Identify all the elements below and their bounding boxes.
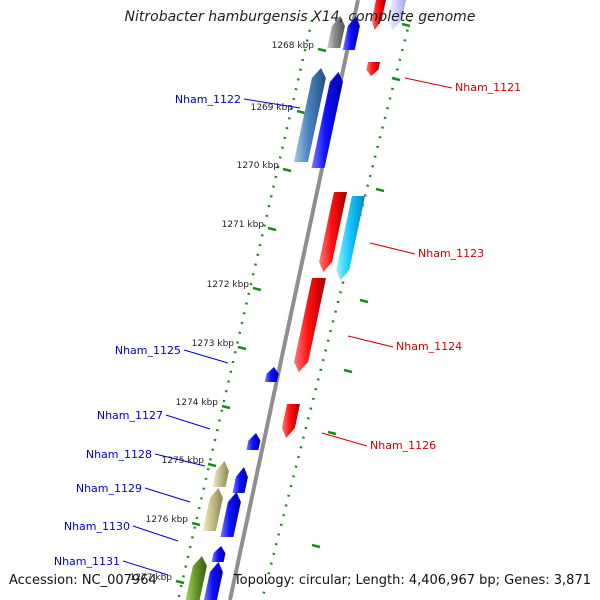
kbp-tick-label: 1271 kbp (222, 220, 265, 230)
kbp-tick-mark (317, 47, 327, 53)
gene-feature-pale-top[interactable] (387, 0, 406, 30)
guide-dash (327, 430, 337, 436)
gene-label-nham-1126[interactable]: Nham_1126 (370, 439, 436, 452)
kbp-tick-mark (296, 109, 306, 115)
gene-label-nham-1124[interactable]: Nham_1124 (396, 340, 462, 353)
gene-label-nham-1122[interactable]: Nham_1122 (175, 93, 241, 106)
gene-label-leader (144, 487, 191, 503)
guide-dash (401, 22, 411, 28)
gene-label-leader (243, 98, 301, 109)
gene-feature-nham-1129[interactable] (202, 488, 223, 531)
kbp-tick-mark (221, 404, 231, 410)
kbp-tick-label: 1277 kbp (130, 573, 173, 583)
kbp-tick-label: 1268 kbp (272, 41, 315, 51)
kbp-tick-label: 1270 kbp (237, 161, 280, 171)
gene-feature-nham-1126[interactable] (281, 404, 300, 438)
gene-label-nham-1121[interactable]: Nham_1121 (455, 81, 521, 94)
gene-feature-nham-1125[interactable] (264, 367, 279, 382)
kbp-tick-layer: 1268 kbp 1269 kbp 1270 kbp 1271 kbp 1272 kbp… (130, 22, 411, 585)
kbp-tick-mark (175, 579, 185, 585)
kbp-tick-label: 1274 kbp (176, 398, 219, 408)
guide-dash (343, 368, 353, 374)
gene-feature-layer (185, 0, 406, 600)
gene-label-leader (347, 335, 394, 348)
gene-feature-nham-1123[interactable] (336, 196, 365, 280)
accession-text: Accession: NC_007964 (9, 573, 157, 588)
gene-feature-nham-1128-blue[interactable] (232, 467, 248, 493)
gene-label-leader (321, 432, 368, 447)
gene-feature-nham-1127[interactable] (246, 433, 261, 450)
genome-summary-text: Topology: circular; Length: 4,406,967 bp… (233, 573, 591, 588)
gene-feature-nham-1131-blue-small[interactable] (211, 546, 226, 562)
gene-feature-red-top[interactable] (371, 0, 386, 30)
gene-feature-nham-1124[interactable] (294, 278, 326, 372)
kbp-tick-label: 1272 kbp (207, 280, 250, 290)
gene-feature-nham-1121[interactable] (366, 62, 380, 76)
gene-label-nham-1131[interactable]: Nham_1131 (54, 555, 120, 568)
gene-feature-gray[interactable] (327, 16, 345, 48)
label-leader-layer (122, 77, 453, 576)
kbp-tick-mark (267, 226, 277, 232)
gene-feature-nham-1123-red[interactable] (319, 192, 347, 272)
kbp-tick-label: 1269 kbp (251, 103, 294, 113)
kbp-tick-mark (282, 167, 292, 173)
guide-dash (391, 76, 401, 82)
kbp-tick-mark (207, 462, 217, 468)
gene-feature-nham-1122-steel[interactable] (293, 68, 326, 162)
guide-dash (359, 298, 369, 304)
genome-title: Nitrobacter hamburgensis X14, complete g… (124, 9, 476, 25)
kbp-tick-mark (237, 345, 247, 351)
gene-label-leader (122, 560, 169, 576)
gene-label-nham-1128[interactable]: Nham_1128 (86, 448, 152, 461)
kbp-tick-label: 1273 kbp (192, 339, 235, 349)
gene-label-layer: Nham_1121 Nham_1122 Nham_1123 Nham_1124 Nham… (54, 81, 521, 568)
kbp-tick-mark (252, 286, 262, 292)
gene-label-nham-1125[interactable]: Nham_1125 (115, 344, 181, 357)
gene-feature-nham-1122[interactable] (311, 72, 343, 168)
gene-feature-nham-1128[interactable] (212, 461, 229, 487)
gene-label-leader (183, 349, 229, 364)
gene-label-leader (154, 453, 206, 467)
guide-dash (311, 543, 321, 549)
kbp-tick-label: 1276 kbp (146, 515, 189, 525)
gene-label-leader (132, 525, 179, 542)
gene-feature-nham-1131[interactable] (185, 556, 207, 600)
gene-label-nham-1130[interactable]: Nham_1130 (64, 520, 130, 533)
kbp-tick-mark (191, 521, 201, 527)
gene-label-leader (369, 242, 416, 255)
gene-label-nham-1127[interactable]: Nham_1127 (97, 409, 163, 422)
guide-dash (375, 187, 385, 193)
gene-feature-nham-1130[interactable] (220, 492, 241, 537)
gene-feature-blue-top[interactable] (342, 16, 360, 50)
gene-label-leader (165, 414, 211, 430)
gene-label-nham-1129[interactable]: Nham_1129 (76, 482, 142, 495)
gene-label-leader (404, 77, 453, 89)
gene-feature-nham-1131-blue[interactable] (203, 562, 223, 600)
gene-label-nham-1123[interactable]: Nham_1123 (418, 247, 484, 260)
